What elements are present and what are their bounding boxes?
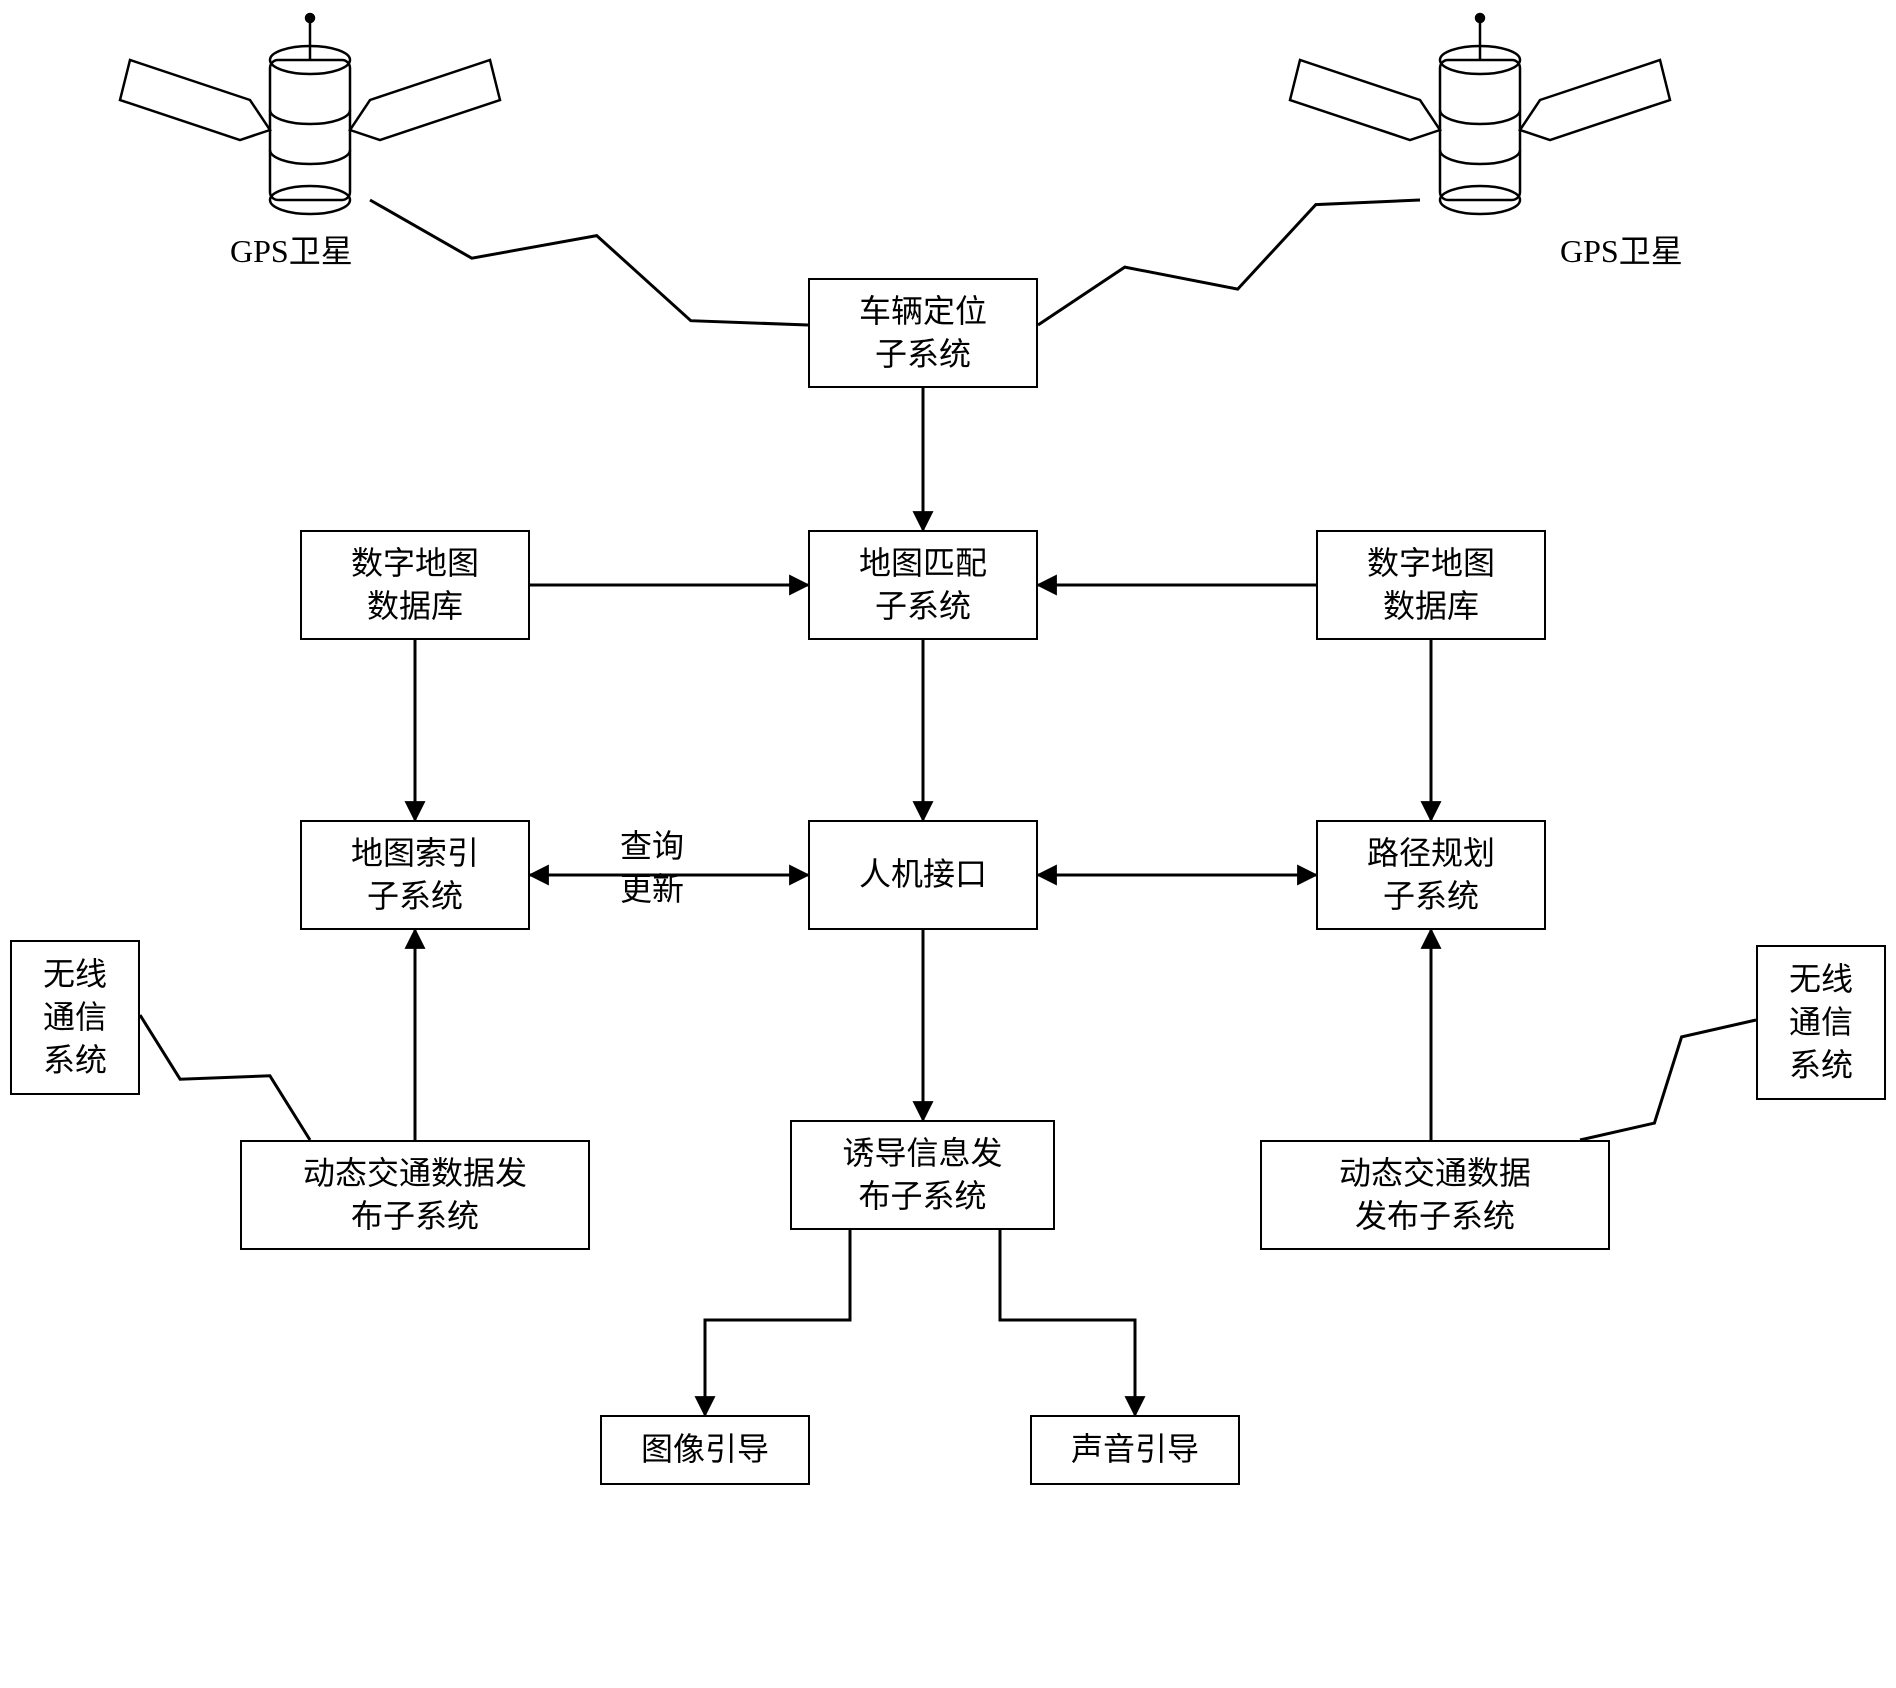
node-wireless-r: 无线通信系统 <box>1756 945 1886 1100</box>
node-label: 数字地图数据库 <box>351 542 479 628</box>
node-sound-guide: 声音引导 <box>1030 1415 1240 1485</box>
node-label: 数字地图数据库 <box>1367 542 1495 628</box>
node-map-index: 地图索引子系统 <box>300 820 530 930</box>
label-text: 查询更新 <box>620 828 684 907</box>
zigzag-1 <box>1038 200 1420 325</box>
node-label: 动态交通数据发布子系统 <box>1339 1152 1531 1238</box>
node-label: 无线通信系统 <box>43 953 107 1083</box>
label-text: GPS卫星 <box>1560 233 1683 269</box>
satellite-left-icon <box>120 14 500 214</box>
zigzag-3 <box>1580 1020 1756 1140</box>
node-guide-info: 诱导信息发布子系统 <box>790 1120 1055 1230</box>
node-label: 地图索引子系统 <box>351 832 479 918</box>
node-label: 动态交通数据发布子系统 <box>303 1152 527 1238</box>
node-dyn-traffic-r: 动态交通数据发布子系统 <box>1260 1140 1610 1250</box>
node-dyn-traffic-l: 动态交通数据发布子系统 <box>240 1140 590 1250</box>
node-label: 地图匹配子系统 <box>859 542 987 628</box>
node-label: 无线通信系统 <box>1789 958 1853 1088</box>
satellite-label-left: GPS卫星 <box>230 230 353 273</box>
node-vehicle-pos: 车辆定位子系统 <box>808 278 1038 388</box>
edge-11 <box>705 1230 850 1415</box>
label-query-update: 查询更新 <box>620 825 684 911</box>
zigzag-2 <box>140 1015 310 1140</box>
node-digimap-db-l: 数字地图数据库 <box>300 530 530 640</box>
node-map-match: 地图匹配子系统 <box>808 530 1038 640</box>
node-label: 路径规划子系统 <box>1367 832 1495 918</box>
label-text: GPS卫星 <box>230 233 353 269</box>
node-label: 人机接口 <box>859 853 987 896</box>
node-hmi: 人机接口 <box>808 820 1038 930</box>
node-route-plan: 路径规划子系统 <box>1316 820 1546 930</box>
edge-12 <box>1000 1230 1135 1415</box>
node-label: 图像引导 <box>641 1428 769 1471</box>
node-digimap-db-r: 数字地图数据库 <box>1316 530 1546 640</box>
node-label: 声音引导 <box>1071 1428 1199 1471</box>
node-image-guide: 图像引导 <box>600 1415 810 1485</box>
node-wireless-l: 无线通信系统 <box>10 940 140 1095</box>
node-label: 诱导信息发布子系统 <box>842 1132 1002 1218</box>
zigzag-0 <box>370 200 808 325</box>
node-label: 车辆定位子系统 <box>859 290 987 376</box>
satellite-label-right: GPS卫星 <box>1560 230 1683 273</box>
satellite-right-icon <box>1290 14 1670 214</box>
